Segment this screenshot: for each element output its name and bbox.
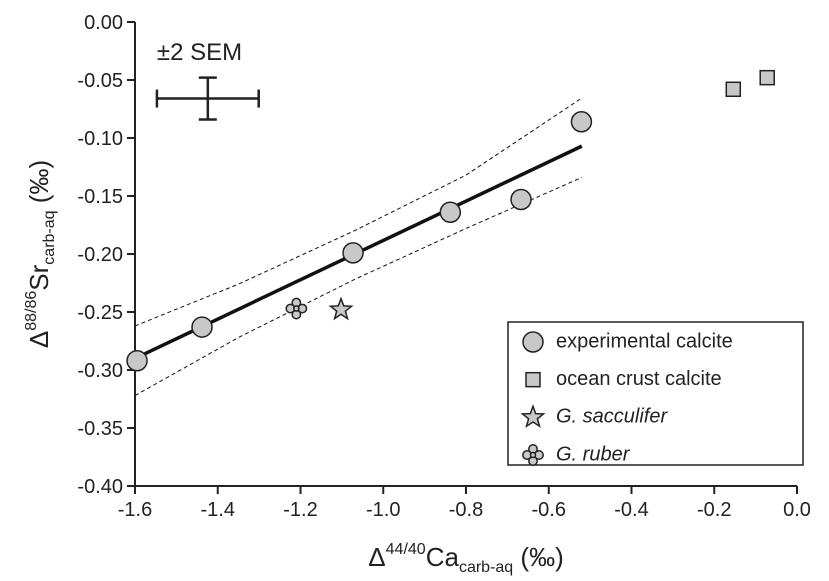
y-tick-label: 0.00 [84,12,123,34]
legend-label: ocean crust calcite [556,368,722,390]
confidence-band [134,176,583,396]
y-label-sup: 88/86 [23,291,40,331]
x-tick-label: -0.2 [697,499,731,521]
x-label-sup: 44/40 [386,541,426,558]
x-tick-label: -1.4 [201,499,235,521]
point [759,69,775,86]
y-label-part: (‰) [24,160,54,211]
y-tick-label: -0.25 [77,302,123,324]
x-label-part: Δ [368,542,385,572]
point [191,316,213,338]
y-label-sub: carb-aq [41,210,58,264]
point [725,81,742,98]
x-tick-label: -0.8 [449,499,483,521]
y-label-part: Sr [24,264,54,290]
x-tick-label: -1.2 [283,499,317,521]
y-axis-label: Δ88/86Srcarb-aq (‰) [23,160,58,348]
y-tick-label: -0.35 [77,418,123,440]
y-tick-label: -0.10 [77,128,123,150]
legend-label: experimental calcite [556,330,733,352]
point [285,297,308,320]
confidence-band [134,97,583,327]
y-tick-label: -0.30 [77,360,123,382]
point [510,188,532,211]
point [570,111,593,133]
x-label-part: (‰) [513,542,564,572]
point [525,371,541,388]
petal-center [293,305,300,312]
y-label-part: Δ [24,331,54,348]
point [520,404,546,428]
x-label-sub: carb-aq [459,559,513,576]
legend-box [507,321,804,466]
point [126,349,148,372]
point [522,444,544,466]
legend-label: G. ruber [556,443,631,465]
y-tick-label: -0.20 [77,244,123,266]
point [342,242,364,264]
x-axis-label: Δ44/40Cacarb-aq (‰) [368,541,563,576]
y-tick-label: -0.05 [77,70,123,92]
petal-center [529,451,537,459]
x-tick-label: -0.4 [614,499,648,521]
x-tick-label: -1.0 [366,499,400,521]
x-tick-label: 0.0 [783,499,811,521]
point [439,201,462,223]
x-label-part: Ca [426,542,460,572]
x-tick-label: -0.6 [532,499,566,521]
x-tick-label: -1.6 [118,499,152,521]
point [522,331,544,353]
y-tick-label: -0.40 [77,476,123,498]
legend-label: G. sacculifer [556,406,668,428]
point [328,296,354,321]
y-tick-label: -0.15 [77,186,123,208]
error-bar-label: ±2 SEM [157,39,242,66]
